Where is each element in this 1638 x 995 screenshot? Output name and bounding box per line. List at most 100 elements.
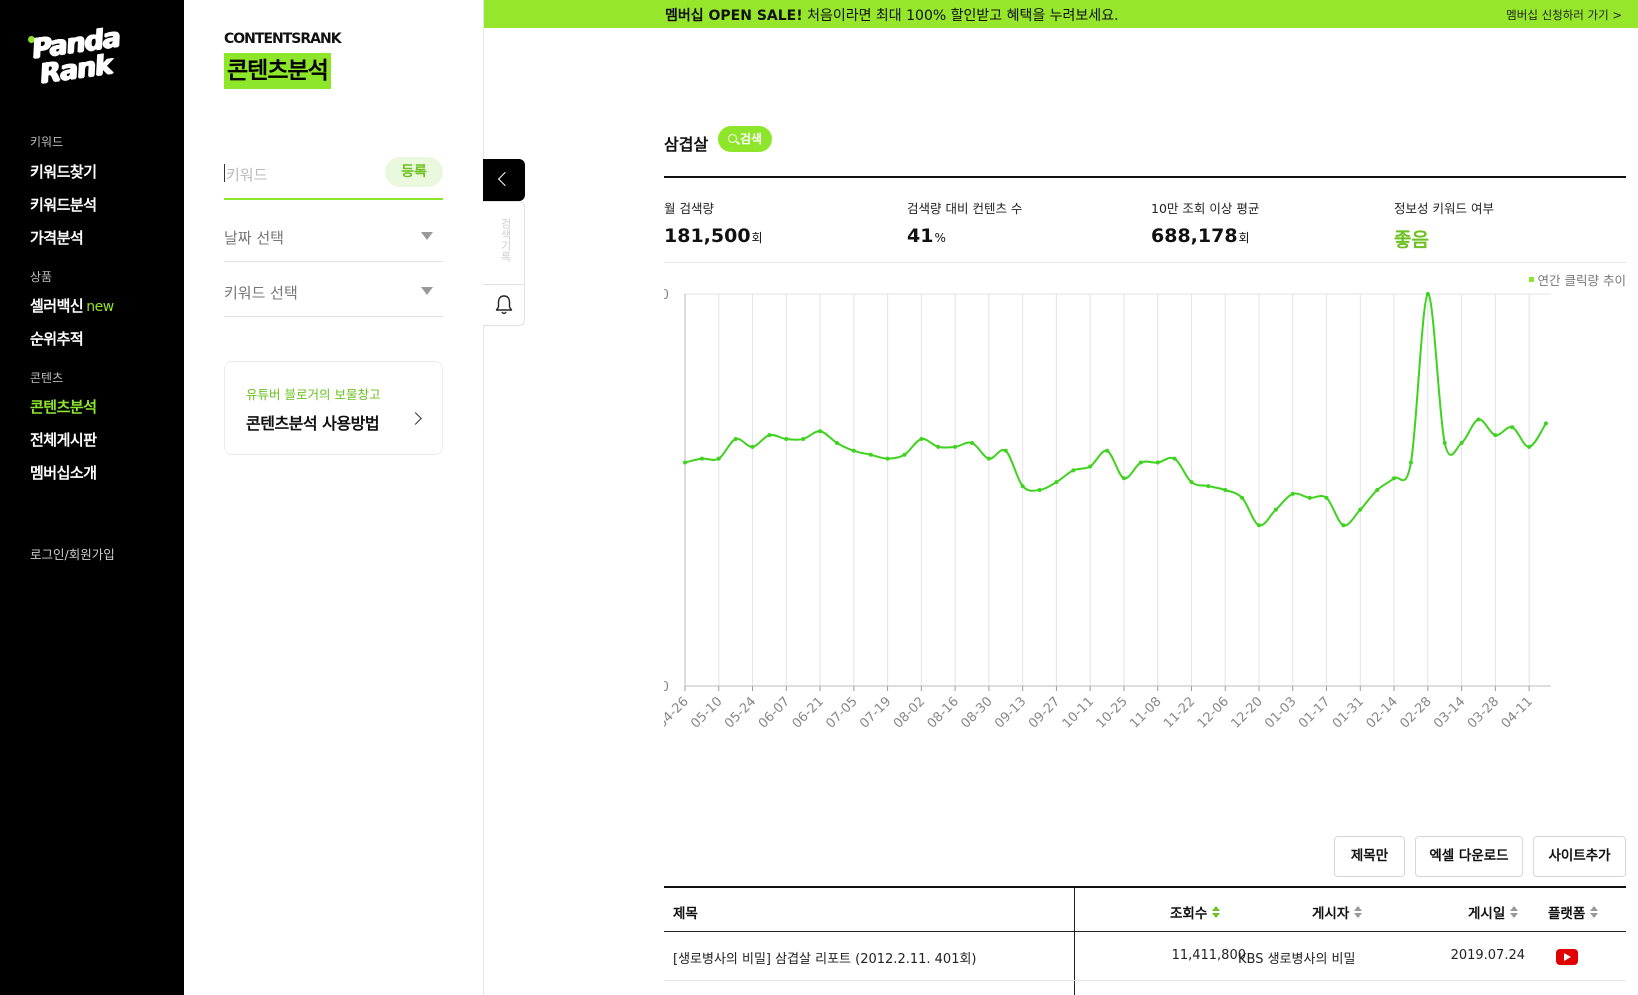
- data-point: [1392, 476, 1397, 481]
- y-tick-label: 100: [664, 288, 669, 303]
- data-point: [1240, 495, 1245, 500]
- keyword-input[interactable]: 키워드: [226, 166, 268, 184]
- x-tick-label: 10-25: [1093, 694, 1130, 731]
- x-tick-label: 04-26: [664, 694, 692, 731]
- table-row[interactable]: [생로병사의 비밀] 삼겹살 리포트 (2012.2.11. 401회) 11,…: [664, 933, 1626, 981]
- sort-icon: [1510, 906, 1519, 920]
- nav-item-membership[interactable]: 멤버십소개: [30, 464, 97, 482]
- x-tick-label: 02-14: [1364, 694, 1401, 731]
- data-point: [1206, 484, 1211, 489]
- col-views-sort[interactable]: 조회수: [1170, 902, 1221, 922]
- data-point: [1020, 484, 1025, 489]
- col-date-sort[interactable]: 게시일: [1468, 902, 1519, 922]
- nav-item-keyword-analysis[interactable]: 키워드분석: [30, 196, 97, 214]
- guide-title: 콘텐츠분석 사용방법: [246, 414, 380, 433]
- date-select-label: 날짜 선택: [224, 229, 284, 247]
- keyword-select-label: 키워드 선택: [224, 284, 298, 302]
- stat-value: 41%: [907, 225, 946, 247]
- data-point: [767, 433, 772, 438]
- stat-avg-100k: 10만 조회 이상 평균 688,178회: [1151, 198, 1259, 247]
- table-column-divider: [1074, 888, 1075, 995]
- stat-label: 월 검색량: [664, 201, 714, 216]
- x-tick-label: 08-02: [891, 694, 928, 731]
- x-tick-label: 02-28: [1397, 694, 1434, 731]
- nav-item-rank-tracking[interactable]: 순위추적: [30, 330, 84, 348]
- sort-icon: [1212, 906, 1221, 920]
- chevron-left-icon: [497, 171, 513, 187]
- x-tick-label: 05-10: [688, 694, 725, 731]
- keyword-select[interactable]: 키워드 선택: [224, 263, 443, 317]
- data-point: [885, 456, 890, 461]
- membership-signup-link[interactable]: 멤버십 신청하러 가기 >: [1506, 8, 1622, 22]
- data-point: [1375, 488, 1380, 492]
- col-author-sort[interactable]: 게시자: [1312, 902, 1363, 922]
- series-line: [684, 292, 1547, 527]
- data-point: [1003, 448, 1008, 453]
- stat-value: 좋음: [1394, 229, 1429, 251]
- usage-guide-card[interactable]: 유튜버 블로거의 보물창고 콘텐츠분석 사용방법: [224, 361, 443, 455]
- legend-label: 연간 클릭량 추이: [1537, 273, 1626, 288]
- brand-title-ko: 콘텐츠분석: [224, 53, 331, 89]
- logo-line2: Rank: [38, 49, 115, 90]
- nav-item-content-analysis[interactable]: 콘텐츠분석: [30, 398, 97, 416]
- add-site-button[interactable]: 사이트추가: [1533, 836, 1626, 877]
- data-point: [1459, 440, 1464, 445]
- y-tick-label: 0: [664, 680, 669, 695]
- nav-item-seller-vaccine-label: 셀러백신: [30, 297, 84, 315]
- promo-bold: 멤버십 OPEN SALE!: [665, 8, 803, 24]
- data-point: [1493, 433, 1498, 438]
- caret-down-icon: [421, 287, 433, 295]
- content-analysis-panel: CONTENTSRANK 콘텐츠분석 키워드 등록 날짜 선택 키워드 선택 유…: [184, 0, 484, 995]
- youtube-icon[interactable]: [1556, 949, 1578, 965]
- brand-title-en: CONTENTSRANK: [224, 31, 342, 47]
- data-point: [1054, 480, 1059, 485]
- data-point: [970, 440, 974, 445]
- data-point: [1189, 480, 1194, 485]
- stat-informational: 정보성 키워드 여부 좋음: [1394, 198, 1494, 252]
- data-point: [750, 444, 755, 449]
- x-tick-label: 08-16: [925, 694, 962, 731]
- data-point: [784, 437, 789, 442]
- collapse-panel-button[interactable]: [483, 159, 525, 201]
- pandarank-logo[interactable]: Panda Rank: [28, 22, 122, 90]
- x-tick-label: 12-20: [1229, 694, 1266, 731]
- excel-download-button[interactable]: 엑셀 다운로드: [1415, 836, 1523, 877]
- keyword-search-button[interactable]: 검색: [718, 126, 773, 152]
- chevron-right-icon: [409, 412, 422, 425]
- nav-item-all-board[interactable]: 전체게시판: [30, 431, 97, 449]
- x-tick-label: 09-27: [1026, 694, 1063, 731]
- bell-icon[interactable]: [495, 294, 513, 316]
- data-point: [1510, 425, 1515, 430]
- x-tick-label: 03-14: [1431, 694, 1468, 731]
- date-select[interactable]: 날짜 선택: [224, 208, 443, 262]
- data-point: [1290, 491, 1295, 496]
- x-tick-label: 06-21: [790, 694, 827, 731]
- x-tick-label: 11-08: [1127, 694, 1164, 731]
- login-signup-link[interactable]: 로그인/회원가입: [30, 547, 115, 562]
- x-tick-label: 01-31: [1330, 694, 1367, 731]
- register-button[interactable]: 등록: [385, 157, 443, 187]
- nav-category-content: 콘텐츠: [30, 371, 64, 385]
- main-content: 삼겹살 검색 월 검색량 181,500회 검색량 대비 컨텐츠 수 41% 1…: [664, 0, 1626, 995]
- title-only-button[interactable]: 제목만: [1334, 836, 1405, 877]
- logo-dot: [28, 36, 35, 43]
- col-title: 제목: [673, 906, 698, 922]
- col-platform-sort[interactable]: 플랫폼: [1548, 902, 1599, 922]
- stats-divider: [664, 262, 1626, 263]
- data-point: [834, 440, 839, 445]
- data-point: [683, 460, 687, 465]
- cell-author: KBS 생로병사의 비밀: [1238, 952, 1356, 967]
- x-tick-label: 10-11: [1060, 694, 1097, 731]
- data-point: [1273, 507, 1278, 512]
- x-tick-label: 09-13: [992, 694, 1029, 731]
- data-point: [953, 444, 958, 449]
- cell-title[interactable]: [생로병사의 비밀] 삼겹살 리포트 (2012.2.11. 401회): [673, 952, 977, 967]
- search-history-tab[interactable]: 검색기록: [499, 218, 512, 262]
- nav-item-keyword-find[interactable]: 키워드찾기: [30, 163, 97, 181]
- nav-item-price-analysis[interactable]: 가격분석: [30, 229, 84, 247]
- stat-monthly-search: 월 검색량 181,500회: [664, 198, 763, 247]
- nav-item-seller-vaccine[interactable]: 셀러백신 new: [30, 295, 114, 316]
- side-tool-strip: 검색기록: [483, 201, 525, 326]
- promo-banner: 멤버십 OPEN SALE! 처음이라면 최대 100% 할인받고 혜택을 누려…: [484, 0, 1638, 28]
- data-point: [1257, 523, 1261, 528]
